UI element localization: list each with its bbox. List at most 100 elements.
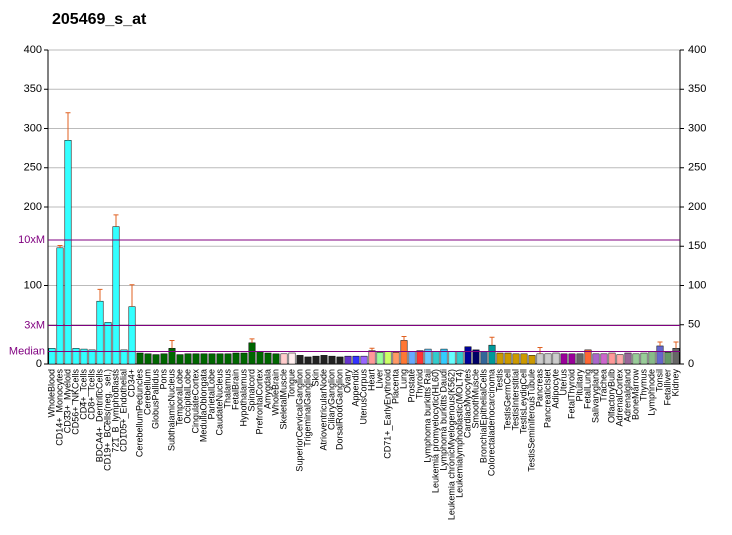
x-tick-label: Pons — [158, 369, 168, 390]
x-tick-label: BronchialEpithelialCells — [478, 369, 488, 464]
bar — [584, 349, 592, 365]
bar — [64, 140, 72, 365]
x-tick-label: CD4+_Tcells — [78, 369, 88, 420]
bar — [200, 353, 208, 365]
bar — [568, 353, 576, 365]
x-tick-label: BoneMarrow — [630, 369, 640, 421]
bar — [600, 353, 608, 365]
x-tick-label: Skin — [310, 369, 320, 387]
bar — [416, 350, 424, 365]
x-tick-label: UterusCorpus — [358, 369, 368, 425]
x-tick-label: Uterus — [558, 369, 568, 396]
error-bar — [369, 347, 375, 351]
bar — [80, 348, 88, 365]
x-tick-label: Colorectaladenocarcinoma — [486, 369, 496, 476]
bar — [120, 349, 128, 365]
bar — [608, 352, 616, 365]
x-tick-label: Pituitary — [574, 369, 584, 402]
x-tick-label: CerebellumPeduncles — [134, 369, 144, 458]
x-tick-label: CD71+_EarlyErythroid — [382, 369, 392, 459]
bar — [272, 353, 280, 365]
error-bar — [673, 341, 679, 349]
reference-label: 10xM — [18, 234, 45, 246]
bar — [640, 352, 648, 365]
x-tick-label: Salivarygland — [590, 369, 600, 423]
bar — [552, 352, 560, 365]
x-tick-label: FetalBrain — [230, 369, 240, 410]
bar — [88, 349, 96, 365]
y-tick-label: 0 — [36, 358, 42, 370]
bar — [504, 352, 512, 365]
bar — [336, 356, 344, 365]
x-tick-label: GlobusPallidus — [150, 369, 160, 430]
bar — [136, 352, 144, 365]
bar — [152, 354, 160, 365]
x-tick-label: Leukemia chronicMyelogenous(K562) — [446, 369, 456, 520]
x-tick-label: Lymphoma burkitts Raji — [422, 369, 432, 463]
bar — [328, 355, 336, 365]
x-tick-label: Thyroid — [414, 369, 424, 399]
x-tick-label: Lymphnode — [646, 369, 656, 416]
x-tick-label: WholeBrain — [270, 369, 280, 416]
bar — [496, 352, 504, 365]
bar — [456, 351, 464, 365]
x-tick-label: TestisInterstitial — [510, 369, 520, 431]
y2-tick-label: 50 — [688, 319, 700, 331]
x-tick-label: BDCA4+_DentriticCells — [94, 369, 104, 463]
bar — [536, 353, 544, 365]
y2-tick-label: 100 — [688, 279, 706, 291]
bar — [48, 348, 56, 365]
bar — [112, 226, 120, 365]
bar — [400, 340, 408, 365]
x-tick-label: TestisSeminiferousTubule — [526, 369, 536, 472]
x-tick-label: DorsalRootGanglion — [334, 369, 344, 450]
bar — [368, 350, 376, 365]
x-tick-label: Hypothalamus — [238, 369, 248, 427]
bar — [656, 345, 664, 365]
bar — [344, 355, 352, 365]
x-tick-label: Cerebellum — [142, 369, 152, 415]
x-tick-label: Adipocyte — [550, 369, 560, 409]
x-tick-label: Heart — [366, 369, 376, 392]
bar — [352, 355, 360, 365]
bar — [232, 352, 240, 365]
y-tick-label: 350 — [24, 83, 42, 95]
y2-tick-label: 400 — [688, 44, 706, 56]
x-tick-label: Prostate — [406, 369, 416, 403]
x-tick-label: AdrenalCortex — [614, 369, 624, 427]
bar — [408, 351, 416, 365]
bar — [592, 353, 600, 365]
y2-tick-label: 150 — [688, 240, 706, 252]
x-tick-label: Lymphoma burkitts Daudi — [438, 369, 448, 471]
x-tick-label: CaudateNucleus — [214, 369, 224, 436]
x-tick-label: SuperiorCervicalGanglion — [294, 369, 304, 472]
bar — [528, 355, 536, 365]
bar — [128, 306, 136, 365]
x-tick-label: CD14+_Monocytes — [54, 369, 64, 446]
bar — [488, 344, 496, 365]
bar — [624, 352, 632, 365]
bar — [448, 351, 456, 365]
error-bar — [57, 244, 63, 248]
x-tick-label: SmoothMuscle — [470, 369, 480, 429]
x-tick-label: Appendix — [350, 369, 360, 407]
x-tick-label: CD8+_Tcells — [86, 369, 96, 420]
x-tick-label: Testis — [494, 369, 504, 393]
bar — [176, 354, 184, 365]
x-tick-label: Ovary — [342, 369, 352, 394]
bar — [288, 352, 296, 365]
y2-tick-label: 300 — [688, 122, 706, 134]
x-tick-label: FetalLung — [582, 369, 592, 409]
x-tick-label: Kidney — [670, 369, 680, 397]
x-tick-label: Placenta — [390, 369, 400, 404]
bar — [104, 322, 112, 365]
y-tick-label: 400 — [24, 44, 42, 56]
bar — [464, 346, 472, 365]
x-tick-label: FetalThyroid — [566, 369, 576, 419]
bar — [576, 353, 584, 365]
bar — [616, 354, 624, 365]
x-tick-label: CingulateCortex — [190, 369, 200, 434]
x-tick-label: PancreaticIslet — [542, 369, 552, 429]
x-tick-label: CD56+_NKCells — [70, 369, 80, 435]
